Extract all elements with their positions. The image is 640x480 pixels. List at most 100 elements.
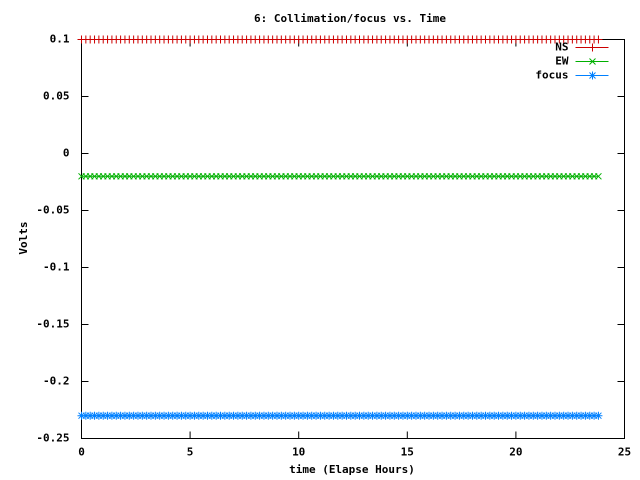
data-point — [299, 411, 308, 420]
data-point — [594, 35, 603, 44]
data-point — [138, 411, 147, 420]
legend-label: EW — [555, 55, 569, 68]
data-point — [581, 411, 590, 420]
data-point — [99, 411, 108, 420]
data-point — [364, 411, 373, 420]
data-point — [459, 411, 468, 420]
data-point — [325, 411, 334, 420]
x-axis-label: time (Elapse Hours) — [289, 463, 415, 476]
data-point — [307, 411, 316, 420]
data-point — [246, 411, 255, 420]
data-point — [168, 411, 177, 420]
data-point — [390, 411, 399, 420]
data-point — [103, 411, 112, 420]
data-point — [94, 411, 103, 420]
data-point — [177, 411, 186, 420]
data-point — [220, 411, 229, 420]
legend-label: focus — [535, 69, 568, 82]
data-point — [320, 411, 329, 420]
data-point — [455, 411, 464, 420]
data-point — [520, 411, 529, 420]
data-point — [381, 411, 390, 420]
data-point — [485, 411, 494, 420]
y-tick-label: -0.05 — [36, 204, 69, 217]
data-point — [233, 411, 242, 420]
data-point — [559, 411, 568, 420]
x-tick-label: 20 — [509, 446, 522, 459]
data-point — [186, 411, 195, 420]
data-point — [164, 411, 173, 420]
data-point — [229, 411, 238, 420]
data-point — [477, 411, 486, 420]
data-point — [333, 411, 342, 420]
y-tick-label: -0.25 — [36, 432, 69, 445]
data-point — [537, 411, 546, 420]
legend-marker — [589, 58, 596, 65]
data-point — [425, 411, 434, 420]
data-point — [394, 411, 403, 420]
data-point — [542, 411, 551, 420]
data-point — [550, 411, 559, 420]
data-point — [259, 411, 268, 420]
y-tick-label: 0 — [63, 147, 70, 160]
x-tick-label: 5 — [187, 446, 194, 459]
x-tick-label: 25 — [618, 446, 631, 459]
data-point — [199, 411, 208, 420]
data-point — [398, 411, 407, 420]
data-point — [590, 411, 599, 420]
data-point — [216, 411, 225, 420]
data-point — [533, 411, 542, 420]
data-point — [151, 411, 160, 420]
data-point — [338, 411, 347, 420]
data-point — [572, 411, 581, 420]
data-point — [446, 411, 455, 420]
data-point — [225, 411, 234, 420]
data-point — [429, 411, 438, 420]
y-tick-label: 0.05 — [43, 90, 70, 103]
data-point — [511, 411, 520, 420]
data-point — [577, 411, 586, 420]
legend-marker — [588, 71, 597, 80]
data-point — [433, 411, 442, 420]
data-point — [494, 411, 503, 420]
data-point — [290, 411, 299, 420]
data-point — [212, 411, 221, 420]
data-point — [490, 411, 499, 420]
data-point — [129, 411, 138, 420]
data-point — [86, 411, 95, 420]
y-tick-label: -0.2 — [43, 375, 70, 388]
data-point — [303, 411, 312, 420]
data-point — [503, 411, 512, 420]
data-point — [568, 411, 577, 420]
y-tick-label: -0.15 — [36, 318, 69, 331]
data-point — [529, 411, 538, 420]
data-point — [255, 411, 264, 420]
data-point — [107, 411, 116, 420]
data-point — [403, 411, 412, 420]
data-point — [207, 411, 216, 420]
data-point — [242, 411, 251, 420]
legend-marker — [588, 43, 597, 52]
data-point — [481, 411, 490, 420]
data-point — [120, 411, 129, 420]
data-point — [316, 411, 325, 420]
data-point — [464, 411, 473, 420]
data-point — [372, 411, 381, 420]
data-point — [251, 411, 260, 420]
data-point — [112, 411, 121, 420]
data-point — [194, 411, 203, 420]
data-point — [181, 411, 190, 420]
data-point — [507, 411, 516, 420]
data-point — [451, 411, 460, 420]
data-point — [368, 411, 377, 420]
data-point — [555, 411, 564, 420]
data-point — [595, 172, 602, 180]
data-point — [90, 411, 99, 420]
data-point — [312, 411, 321, 420]
data-point — [160, 411, 169, 420]
data-point — [342, 411, 351, 420]
data-point — [359, 411, 368, 420]
y-axis-label: Volts — [17, 221, 30, 254]
